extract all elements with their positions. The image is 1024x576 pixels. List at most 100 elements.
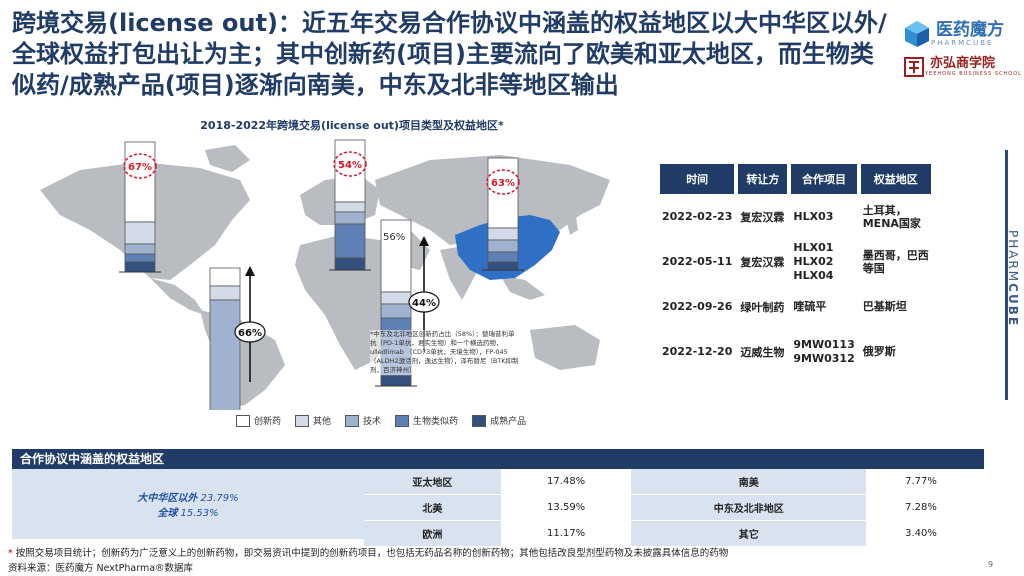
bar-label: 44%	[412, 298, 436, 309]
side-accent-bar	[1005, 150, 1008, 400]
deal-item: 喹硫平	[793, 299, 827, 313]
side-watermark: PHARMCUBE	[1006, 230, 1020, 328]
bar-segment-mature	[380, 375, 412, 387]
highlight-circle	[333, 151, 367, 177]
bar-segment-mature	[124, 261, 156, 273]
highlight-circle	[486, 169, 520, 195]
legend-swatch	[295, 414, 310, 427]
legend-item-innovative: 创新药	[236, 414, 281, 427]
legend-item-biosimilar: 生物类似药	[395, 414, 458, 427]
header-date: 时间	[660, 164, 735, 194]
deal-region: 巴基斯坦	[862, 300, 907, 313]
bar-segment-technology	[380, 303, 412, 319]
bar-segment-technology	[334, 211, 366, 225]
bar-segment-biosimilar	[487, 251, 519, 263]
rights-section-title: 合作协议中涵盖的权益地区	[12, 449, 984, 469]
bar-segment-other	[487, 227, 519, 241]
rights-region: 中东及北非地区	[631, 494, 866, 521]
page-title: 跨境交易(license out)：近五年交易合作协议中涵盖的权益地区以大中华区…	[12, 9, 887, 99]
world-map-chart: 67% 66% 54% 56% 44% 63%	[40, 139, 610, 410]
deals-table: 时间 转让方 合作项目 权益地区 2022-02-23 复宏汉霖 HLX03 土…	[656, 164, 935, 374]
legend-swatch	[472, 414, 487, 427]
deals-header-row: 时间 转让方 合作项目 权益地区	[660, 164, 931, 194]
pharmcube-logo: 医药魔方 PHARMCUBE	[903, 20, 1004, 48]
rights-value: 17.48%	[500, 469, 632, 495]
rights-summary-line: 大中华区以外 23.79%	[137, 493, 239, 504]
deal-licensor: 复宏汉霖	[740, 255, 785, 269]
footnote: * 按照交易项目统计；创新药为广泛意义上的创新药物，即交易资讯中提到的创新药项目…	[8, 548, 729, 559]
deal-item: HLX03	[793, 209, 834, 223]
brand2-sub: YEEHONG BUSINESS SCHOOL	[925, 71, 1022, 77]
highlight-circle	[123, 153, 157, 179]
bar-label: 54%	[338, 160, 362, 171]
brand1-name: 医药魔方	[936, 20, 1004, 40]
rights-region: 亚太地区	[364, 469, 501, 495]
bar-segment-technology	[487, 239, 519, 253]
deal-item: HLX01 HLX02 HLX04	[793, 240, 834, 282]
bar-segment-innovative	[209, 267, 241, 287]
bar-segment-innovative	[487, 157, 519, 229]
deal-date: 2022-09-26	[662, 300, 733, 313]
cube-logo-icon	[905, 21, 929, 47]
rights-region: 其它	[631, 520, 866, 547]
bar-segment-other	[334, 201, 366, 213]
deal-region: 俄罗斯	[862, 345, 896, 358]
rights-region: 欧洲	[364, 520, 501, 547]
header-region: 权益地区	[860, 164, 931, 194]
deal-date: 2022-05-11	[662, 255, 733, 268]
yeehong-logo: 亦弘商学院 YEEHONG BUSINESS SCHOOL	[903, 56, 1022, 78]
table-row: 亚太地区 17.48% 南美 7.77%	[364, 469, 976, 495]
header-item: 合作项目	[791, 164, 857, 194]
bar-label: 56%	[383, 232, 405, 243]
rights-value: 13.59%	[500, 494, 632, 521]
chart-legend: 创新药 其他 技术 生物类似药 成熟产品	[236, 414, 526, 427]
rights-region: 北美	[364, 494, 501, 521]
bar-segment-biosimilar	[334, 223, 366, 259]
table-row: 2022-02-23 复宏汉霖 HLX03 土耳其， MENA国家	[660, 194, 931, 239]
legend-swatch	[236, 414, 250, 427]
brand2-name: 亦弘商学院	[930, 56, 996, 71]
deal-region: 土耳其， MENA国家	[862, 203, 921, 230]
page-number: 9	[988, 560, 994, 569]
brand1-sub: PHARMCUBE	[931, 39, 994, 47]
legend-swatch	[395, 414, 410, 427]
rights-value: 7.28%	[865, 494, 976, 521]
seal-logo-icon	[904, 57, 924, 77]
rights-value: 3.40%	[865, 520, 976, 547]
bar-segment-other	[209, 285, 241, 301]
mena-annotation: *中东及北非地区创新药占比（58%）：替瑞昔利单抗（PD-1单抗，君实生物）和一…	[370, 330, 520, 375]
bar-segment-mature	[487, 261, 519, 271]
deal-region: 墨西哥，巴西 等国	[862, 248, 929, 275]
table-row: 2022-12-20 迈威生物 9MW0113 9MW0312 俄罗斯	[660, 329, 931, 374]
legend-item-technology: 技术	[345, 414, 381, 427]
rights-summary-line: 全球 15.53%	[157, 508, 219, 519]
rights-value: 7.77%	[865, 469, 976, 495]
rights-region: 南美	[631, 469, 866, 495]
table-row: 北美 13.59% 中东及北非地区 7.28%	[364, 494, 976, 521]
rights-summary: 大中华区以外 23.79% 全球 15.53%	[12, 469, 364, 539]
legend-swatch	[345, 414, 360, 427]
legend-item-mature: 成熟产品	[472, 414, 526, 427]
deal-licensor: 复宏汉霖	[740, 210, 785, 224]
table-row: 2022-05-11 复宏汉霖 HLX01 HLX02 HLX04 墨西哥，巴西…	[660, 239, 931, 284]
bar-segment-biosimilar	[124, 253, 156, 263]
bar-callouts: 67% 66% 54% 56% 44% 63%	[123, 151, 520, 382]
bar-segment-other	[380, 291, 412, 305]
bar-segment-technology	[124, 243, 156, 255]
arrow-head-icon	[245, 266, 255, 276]
bar-label: 66%	[238, 328, 262, 339]
rights-table: 亚太地区 17.48% 南美 7.77% 北美 13.59% 中东及北非地区 7…	[364, 469, 976, 547]
rights-value: 11.17%	[500, 520, 632, 547]
region-bars	[119, 139, 524, 410]
legend-item-other: 其他	[295, 414, 331, 427]
value-circle	[408, 291, 440, 313]
value-circle	[234, 321, 266, 343]
bar-segment-innovative	[380, 219, 412, 293]
source-note: 资料来源：医药魔方 NextPharma®数据库	[8, 563, 194, 574]
bar-label: 63%	[491, 178, 515, 189]
table-row: 2022-09-26 绿叶制药 喹硫平 巴基斯坦	[660, 284, 931, 329]
bar-segment-mature	[334, 257, 366, 271]
bar-label: 67%	[128, 162, 152, 173]
header-licensor: 转让方	[738, 164, 788, 194]
deal-item: 9MW0113 9MW0312	[793, 337, 855, 365]
